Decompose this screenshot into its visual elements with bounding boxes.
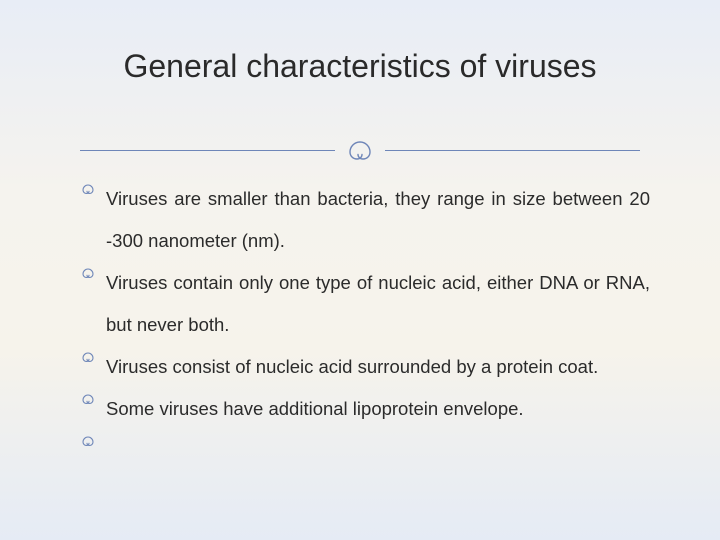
list-item: Viruses contain only one type of nucleic…: [78, 262, 650, 346]
list-item-text: Some viruses have additional lipoprotein…: [106, 388, 650, 430]
bullet-icon: [78, 178, 106, 196]
title-divider: [80, 136, 640, 164]
slide: General characteristics of viruses Virus…: [0, 0, 720, 540]
list-item: Viruses are smaller than bacteria, they …: [78, 178, 650, 262]
bullet-list: Viruses are smaller than bacteria, they …: [78, 178, 650, 448]
bullet-icon: [78, 388, 106, 406]
list-item: [78, 430, 650, 448]
divider-line-right: [385, 150, 640, 151]
list-item: Some viruses have additional lipoprotein…: [78, 388, 650, 430]
slide-title: General characteristics of viruses: [0, 48, 720, 85]
bullet-icon: [78, 346, 106, 364]
list-item-text: Viruses contain only one type of nucleic…: [106, 262, 650, 346]
bullet-icon: [78, 262, 106, 280]
flourish-icon: [335, 136, 385, 164]
bullet-icon: [78, 430, 106, 448]
divider-line-left: [80, 150, 335, 151]
list-item-text: Viruses are smaller than bacteria, they …: [106, 178, 650, 262]
list-item-text: Viruses consist of nucleic acid surround…: [106, 346, 650, 388]
list-item: Viruses consist of nucleic acid surround…: [78, 346, 650, 388]
